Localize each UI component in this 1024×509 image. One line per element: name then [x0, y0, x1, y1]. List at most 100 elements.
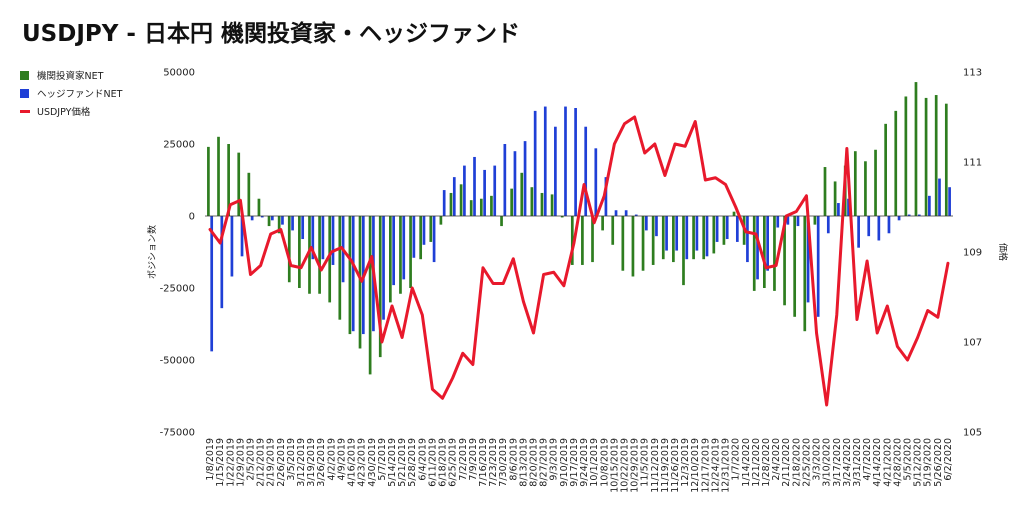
- bar-hedgefund: [756, 216, 759, 280]
- x-tick-label: 10/29/2019: [630, 438, 641, 493]
- bar-hedgefund: [574, 108, 577, 216]
- x-tick-label: 3/17/2020: [832, 438, 843, 487]
- bar-institutional: [247, 172, 251, 216]
- x-tick-label: 10/22/2019: [619, 438, 630, 493]
- x-tick-label: 10/1/2019: [589, 438, 600, 487]
- x-tick-label: 5/14/2019: [387, 438, 398, 487]
- x-tick-label: 11/12/2019: [650, 438, 661, 493]
- y-tick-label: -25000: [160, 284, 195, 295]
- x-tick-label: 12/31/2019: [721, 438, 732, 493]
- bar-hedgefund: [917, 214, 921, 216]
- legend-item-price: USDJPY価格: [20, 102, 122, 120]
- bar-institutional: [439, 216, 443, 225]
- bar-institutional: [732, 211, 736, 216]
- x-tick-label: 8/13/2019: [518, 438, 529, 487]
- x-tick-label: 1/8/2019: [205, 438, 216, 481]
- x-tick-label: 1/29/2019: [235, 438, 246, 487]
- bar-institutional: [257, 198, 261, 216]
- bar-institutional: [864, 161, 867, 216]
- bar-institutional: [277, 216, 281, 234]
- bar-institutional: [378, 216, 382, 358]
- bar-hedgefund: [250, 216, 254, 221]
- bar-hedgefund: [210, 216, 214, 352]
- x-tick-label: 2/11/2020: [781, 438, 792, 487]
- x-tick-label: 1/21/2020: [751, 438, 762, 487]
- bar-institutional: [793, 216, 797, 317]
- bar-hedgefund: [735, 216, 739, 242]
- x-tick-label: 8/20/2019: [529, 438, 540, 487]
- x-tick-label: 1/15/2019: [215, 438, 226, 487]
- bar-hedgefund: [291, 216, 294, 231]
- bar-institutional: [702, 216, 706, 260]
- bar-institutional: [500, 216, 503, 227]
- legend-label-hedgefund: ヘッジファンドNET: [37, 89, 123, 100]
- x-tick-label: 3/26/2019: [316, 438, 327, 487]
- bar-institutional: [833, 181, 837, 216]
- bar-hedgefund: [554, 126, 557, 216]
- x-tick-label: 12/10/2019: [690, 438, 701, 493]
- x-tick-label: 9/3/2019: [549, 438, 560, 481]
- x-tick-label: 1/7/2020: [731, 438, 742, 481]
- bar-institutional: [611, 216, 615, 245]
- bar-institutional: [510, 188, 513, 216]
- bar-institutional: [429, 216, 433, 242]
- legend-item-hedgefund: ヘッジファンドNET: [20, 84, 122, 102]
- x-axis: 1/8/2019 1/15/2019 1/22/2019 1/29/2019 2/5/2…: [205, 438, 954, 493]
- bar-institutional: [419, 216, 423, 260]
- bar-institutional: [237, 152, 241, 216]
- bar-institutional: [338, 216, 342, 320]
- bar-hedgefund: [483, 169, 486, 216]
- bar-hedgefund: [351, 216, 355, 332]
- bar-hedgefund: [816, 216, 820, 317]
- x-tick-label: 8/6/2019: [508, 438, 519, 481]
- bar-institutional: [469, 200, 473, 216]
- bar-institutional: [621, 216, 625, 271]
- chart-title: USDJPY - 日本円 機関投資家・ヘッジファンド: [22, 21, 520, 47]
- bar-institutional: [490, 195, 493, 216]
- bar-institutional: [601, 216, 604, 231]
- x-tick-label: 12/3/2019: [680, 438, 691, 487]
- y2-tick-label: 107: [963, 338, 982, 349]
- x-tick-label: 4/9/2019: [336, 438, 347, 481]
- y2-tick-label: 111: [963, 158, 982, 169]
- bar-hedgefund: [796, 216, 800, 227]
- x-tick-label: 2/25/2020: [801, 438, 812, 487]
- bar-hedgefund: [584, 126, 588, 216]
- bar-hedgefund: [533, 110, 537, 216]
- bar-institutional: [692, 216, 695, 260]
- bar-institutional: [550, 194, 554, 216]
- bar-institutional: [298, 216, 301, 288]
- bar-institutional: [894, 110, 898, 216]
- y-tick-label: -50000: [160, 356, 195, 367]
- bar-institutional: [479, 198, 483, 216]
- bar-hedgefund: [806, 216, 810, 303]
- bar-institutional: [904, 96, 908, 216]
- bar-institutional: [318, 216, 321, 294]
- bar-hedgefund: [857, 216, 860, 248]
- bar-institutional: [672, 216, 675, 263]
- bar-hedgefund: [897, 216, 901, 221]
- x-tick-label: 4/21/2020: [882, 438, 893, 487]
- bar-institutional: [267, 216, 271, 227]
- x-tick-label: 4/2/2019: [326, 438, 337, 481]
- x-tick-label: 8/27/2019: [539, 438, 550, 487]
- x-tick-label: 12/17/2019: [700, 438, 711, 493]
- bar-institutional: [722, 216, 726, 245]
- x-tick-label: 2/18/2020: [791, 438, 802, 487]
- x-tick-label: 3/3/2020: [812, 438, 823, 481]
- bar-institutional: [813, 216, 817, 225]
- x-tick-label: 2/12/2019: [256, 438, 267, 487]
- y-axis-right: 113 111 109 107 105: [963, 68, 982, 439]
- bar-institutional: [783, 216, 786, 306]
- bar-hedgefund: [564, 106, 567, 216]
- x-tick-label: 12/24/2019: [710, 438, 721, 493]
- x-tick-label: 6/25/2019: [448, 438, 459, 487]
- price-line: [208, 115, 950, 407]
- x-tick-label: 6/4/2019: [417, 438, 428, 481]
- bar-hedgefund: [220, 216, 224, 309]
- x-tick-label: 7/2/2019: [458, 438, 469, 481]
- x-tick-label: 5/7/2019: [377, 438, 388, 481]
- bar-institutional: [328, 216, 332, 303]
- bar-hedgefund: [867, 216, 871, 237]
